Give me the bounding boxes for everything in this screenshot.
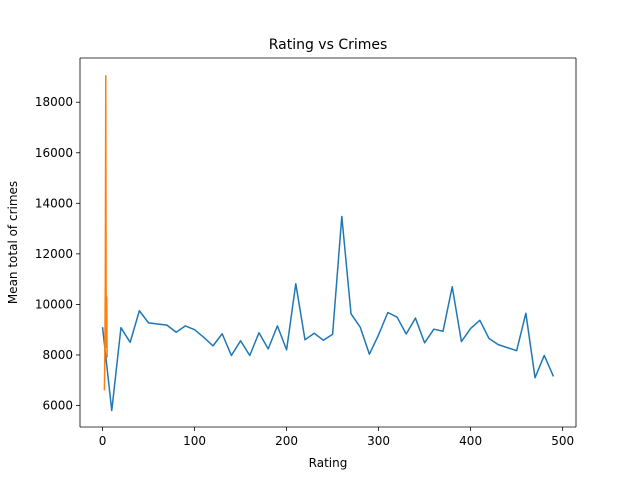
x-tick-label: 200 <box>275 434 298 448</box>
x-tick-label: 500 <box>551 434 574 448</box>
x-tick-label: 0 <box>99 434 107 448</box>
y-tick-label: 18000 <box>35 95 73 109</box>
series-layer <box>101 74 555 412</box>
y-tick-label: 14000 <box>35 196 73 210</box>
plot-area <box>80 58 576 427</box>
x-tick-label: 100 <box>183 434 206 448</box>
y-tick-label: 16000 <box>35 146 73 160</box>
y-tick-label: 12000 <box>35 247 73 261</box>
y-tick-label: 10000 <box>35 297 73 311</box>
x-axis-ticks: 0 100 200 300 400 500 <box>99 427 574 448</box>
x-axis-label: Rating <box>309 456 348 470</box>
y-tick-label: 6000 <box>42 399 73 413</box>
axes-frame <box>79 57 577 428</box>
y-axis-ticks: 6000 8000 10000 12000 14000 16000 18000 <box>35 95 80 413</box>
y-axis-label: Mean total of crimes <box>6 181 20 304</box>
chart-title: Rating vs Crimes <box>269 37 388 53</box>
x-tick-label: 400 <box>459 434 482 448</box>
x-tick-label: 300 <box>367 434 390 448</box>
y-tick-label: 8000 <box>42 348 73 362</box>
series-line-1 <box>101 215 555 412</box>
series-line-2 <box>103 74 108 391</box>
